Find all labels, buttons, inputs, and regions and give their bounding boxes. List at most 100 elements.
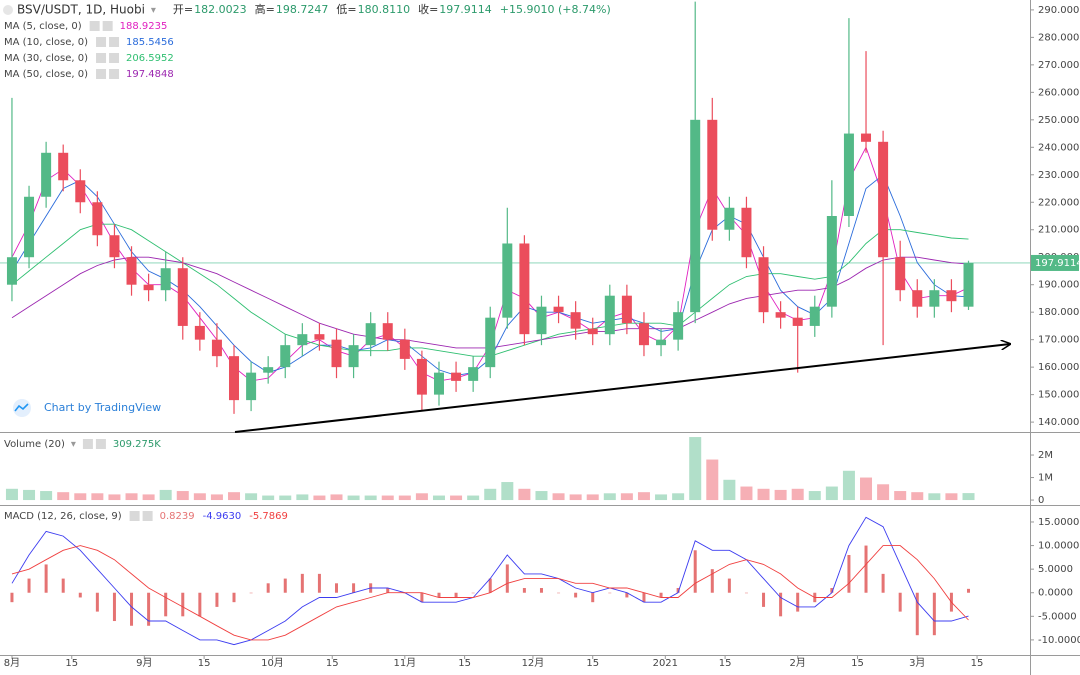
histogram-bar: [574, 592, 578, 598]
y-tick-label: -5.0000: [1038, 611, 1077, 622]
y-tick-label: 0: [1038, 495, 1044, 506]
candle-body: [912, 290, 923, 307]
volume-bar: [467, 495, 480, 501]
volume-bar: [620, 493, 633, 501]
histogram-bar: [762, 592, 766, 607]
title-arrow: ▾: [151, 5, 156, 16]
x-tick-label: 15: [851, 658, 864, 669]
volume-bar: [501, 482, 514, 501]
close-icon: [109, 53, 120, 63]
volume-bar: [552, 493, 565, 501]
x-tick-label: 15: [198, 658, 211, 669]
trend-arrow: [234, 344, 1010, 433]
volume-bar: [125, 493, 138, 501]
candle-body: [126, 257, 137, 285]
volume-bar: [193, 493, 206, 501]
histogram-bar: [300, 573, 304, 593]
histogram-bar: [779, 592, 783, 617]
histogram-bar: [112, 592, 116, 622]
candle-body: [621, 295, 632, 324]
x-tick-label: 12月: [522, 657, 545, 669]
y-tick-label: -10.0000: [1038, 635, 1080, 646]
volume-bar: [603, 493, 616, 501]
y-tick-label: 10.0000: [1038, 541, 1079, 552]
y-tick-label: 270.0000: [1038, 60, 1080, 71]
candle-body: [365, 323, 376, 346]
close-icon: [95, 439, 106, 449]
candle-body: [587, 328, 598, 335]
candle-body: [690, 119, 701, 313]
volume-bar: [825, 486, 838, 501]
histogram-bar: [693, 550, 697, 593]
ohlc-label: 高=: [255, 2, 275, 16]
ohlc-value: 198.7247: [276, 3, 329, 16]
volume-bar: [262, 495, 275, 501]
histogram-bar: [488, 578, 492, 593]
histogram-bar: [591, 592, 595, 603]
candle-body: [194, 325, 205, 340]
candle-body: [160, 268, 171, 291]
candle-body: [826, 216, 837, 307]
volume-bar: [159, 489, 172, 501]
y-tick-label: 0.0000: [1038, 588, 1073, 599]
candle-body: [570, 312, 581, 329]
tradingview-logo-mark: [14, 403, 29, 412]
candle-body: [41, 152, 52, 197]
candle-body: [741, 207, 752, 258]
volume-bar: [569, 494, 582, 501]
candle-body: [656, 339, 667, 346]
x-tick-label: 15: [326, 658, 339, 669]
pane-title: Volume (20): [4, 439, 65, 450]
histogram-bar: [181, 592, 185, 617]
volume-bar: [723, 479, 736, 501]
volume-value: 309.275K: [113, 439, 161, 450]
candle-body: [895, 257, 906, 291]
ohlc-value: 182.0023: [194, 3, 247, 16]
histogram-bar: [147, 592, 151, 626]
histogram-bar: [796, 592, 800, 612]
volume-bar: [228, 492, 241, 501]
candle-body: [519, 243, 530, 335]
y-tick-label: 15.0000: [1038, 517, 1079, 528]
x-tick-label: 8月: [4, 657, 20, 669]
candle-body: [263, 367, 274, 373]
histogram-bar: [44, 564, 48, 593]
histogram-bar: [471, 592, 475, 594]
x-tick-label: 15: [971, 658, 984, 669]
histogram-bar: [249, 592, 253, 594]
candle-body: [399, 339, 410, 359]
y-tick-label: 250.0000: [1038, 115, 1080, 126]
candle-body: [75, 180, 86, 203]
macd-line: [11, 545, 969, 641]
ohlc-label: 收=: [418, 2, 438, 16]
y-tick-label: 280.0000: [1038, 32, 1080, 43]
x-tick-label: 2021: [653, 658, 678, 669]
volume-bar: [518, 488, 531, 501]
histogram-bar: [864, 545, 868, 593]
legend-value: 197.4848: [126, 69, 174, 80]
y-tick-label: 210.0000: [1038, 225, 1080, 236]
settings-icon: [96, 69, 107, 79]
histogram-bar: [505, 564, 509, 593]
y-tick-label: 260.0000: [1038, 87, 1080, 98]
y-tick-label: 1M: [1038, 473, 1053, 484]
histogram-bar: [61, 578, 65, 593]
close-icon: [109, 69, 120, 79]
histogram-bar: [232, 592, 236, 603]
legend-value: 188.9235: [120, 21, 168, 32]
title-arrow: ▾: [71, 439, 76, 450]
histogram-bar: [967, 588, 971, 593]
x-tick-label: 15: [586, 658, 599, 669]
settings-icon: [129, 511, 140, 521]
volume-bar: [740, 486, 753, 501]
candle-body: [792, 317, 803, 326]
volume-bar: [757, 488, 770, 501]
histogram-bar: [676, 588, 680, 593]
price-tag-label: 197.9114: [1035, 258, 1080, 269]
candle-body: [673, 312, 684, 340]
histogram-bar: [215, 592, 219, 607]
histogram-bar: [539, 588, 543, 593]
change-label: +15.9010 (+8.74%): [500, 3, 611, 16]
